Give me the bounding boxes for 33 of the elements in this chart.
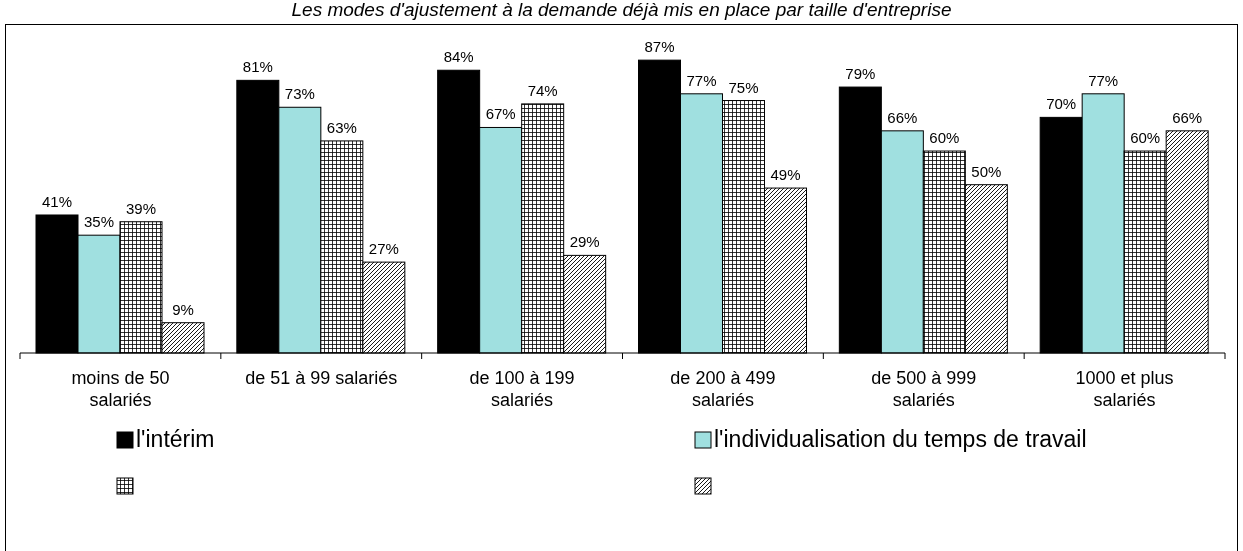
data-label: 66% xyxy=(1172,108,1203,126)
legend-label: l'individualisation du temps de travail xyxy=(714,426,1087,452)
x-tick-label: de 500 à 999 salariés xyxy=(871,368,977,410)
chart-title: Les modes d'ajustement à la demande déjà mis en place par taille d'entreprise xyxy=(291,0,952,20)
data-label: 39% xyxy=(125,199,157,217)
data-label: 35% xyxy=(83,213,115,231)
data-label: 81% xyxy=(242,58,273,76)
x-tick-label: 1000 et plus salariés xyxy=(1075,368,1174,410)
data-label: 29% xyxy=(569,233,600,251)
x-tick-label: de 51 à 99 salariés xyxy=(245,368,398,388)
data-label: 50% xyxy=(971,162,1002,180)
x-tick-label: de 200 à 499 salariés xyxy=(670,368,776,410)
data-label: 73% xyxy=(284,85,315,103)
data-label: 79% xyxy=(845,65,876,83)
data-label: 63% xyxy=(326,118,357,136)
data-label: 84% xyxy=(443,48,474,66)
data-label: 41% xyxy=(41,192,73,210)
data-label: 77% xyxy=(1088,71,1119,89)
data-label: 27% xyxy=(368,240,399,258)
data-label: 9% xyxy=(172,300,194,318)
data-label: 66% xyxy=(887,108,918,126)
data-label: 77% xyxy=(686,71,717,89)
legend-label: l'intérim xyxy=(136,426,215,452)
data-label: 87% xyxy=(644,38,675,56)
data-label: 75% xyxy=(728,78,759,96)
data-label: 70% xyxy=(1046,95,1077,113)
data-label: 74% xyxy=(527,81,558,99)
data-label: 60% xyxy=(929,129,960,147)
x-tick-label: moins de 50 salariés xyxy=(71,368,170,410)
x-tick-label: de 100 à 199 salariés xyxy=(469,368,575,410)
data-label: 49% xyxy=(770,166,801,184)
data-label: 60% xyxy=(1130,129,1161,147)
data-label: 67% xyxy=(485,105,516,123)
